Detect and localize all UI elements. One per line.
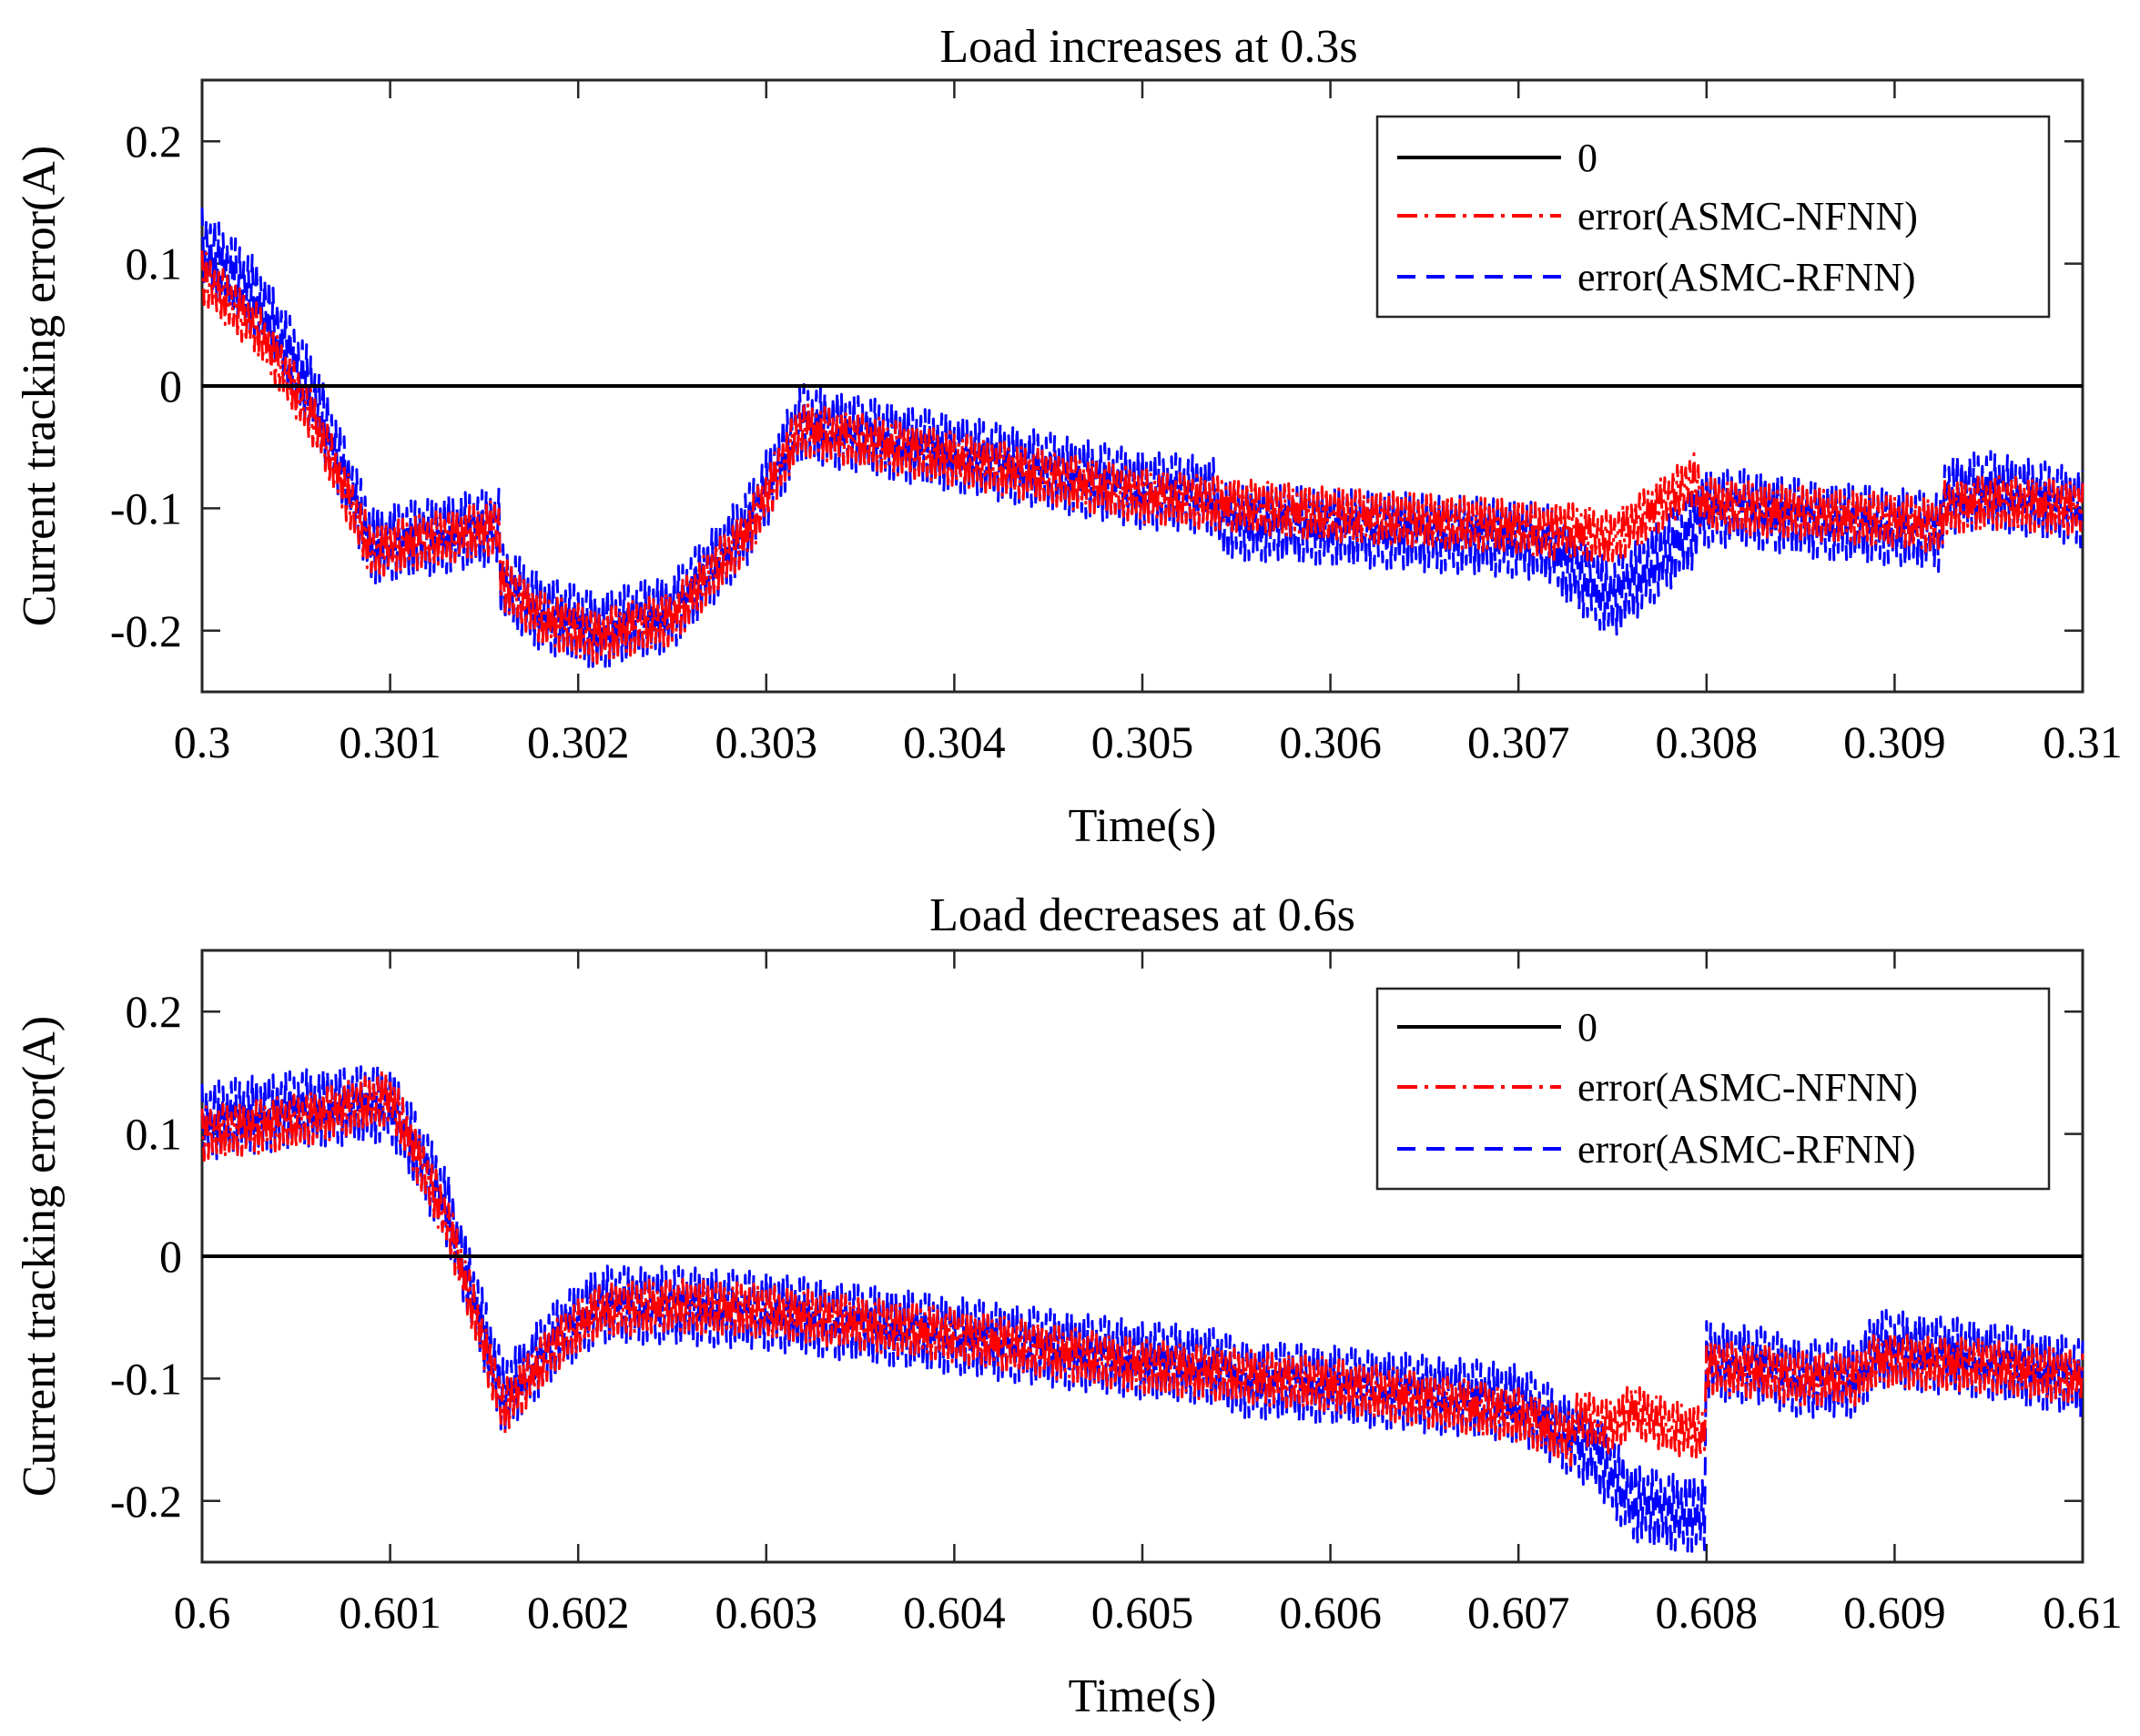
- y-tick-label: 0: [159, 360, 182, 411]
- chart-title: Load increases at 0.3s: [939, 21, 1357, 73]
- legend: 0 error(ASMC-NFNN) error(ASMC-RFNN): [1375, 115, 2051, 319]
- x-tick-label: 0.305: [1091, 716, 1194, 767]
- x-tick-label: 0.606: [1279, 1587, 1382, 1638]
- x-tick-label: 0.603: [715, 1587, 818, 1638]
- series-line-rfnn: [200, 1063, 2084, 1554]
- y-tick-label: 0.1: [126, 1109, 183, 1160]
- y-tick-label: -0.2: [110, 1476, 182, 1527]
- x-tick-label: 0.602: [527, 1587, 630, 1638]
- x-tick-label: 0.6: [174, 1587, 231, 1638]
- legend-label-nfnn: error(ASMC-NFNN): [1577, 194, 1918, 239]
- x-tick-label: 0.3: [174, 716, 231, 767]
- y-tick-label: 0.1: [126, 239, 183, 289]
- x-tick-label: 0.303: [715, 716, 818, 767]
- x-tick-label: 0.609: [1843, 1587, 1946, 1638]
- y-axis-label: Current tracking error(A): [14, 1016, 66, 1497]
- chart-load-increases: Load increases at 0.3s 0.3 0.301 0.302 0.30…: [14, 21, 2123, 852]
- legend-label-nfnn: error(ASMC-NFNN): [1577, 1065, 1918, 1110]
- x-axis-label: Time(s): [1069, 800, 1217, 852]
- x-tick-label: 0.301: [339, 716, 441, 767]
- legend-label-zero: 0: [1577, 136, 1597, 180]
- x-tick-label: 0.302: [527, 716, 630, 767]
- series-layer: [200, 1063, 2084, 1554]
- legend: 0 error(ASMC-NFNN) error(ASMC-RFNN): [1375, 987, 2051, 1191]
- y-tick-label: 0: [159, 1231, 182, 1282]
- y-tick-label: -0.1: [110, 482, 182, 533]
- legend-label-rfnn: error(ASMC-RFNN): [1577, 255, 1916, 299]
- y-tick-labels: 0.2 0.1 0 -0.1 -0.2: [110, 986, 182, 1527]
- y-tick-label: -0.2: [110, 605, 182, 656]
- x-tick-label: 0.605: [1091, 1587, 1194, 1638]
- x-axis-label: Time(s): [1069, 1670, 1217, 1722]
- x-tick-label: 0.306: [1279, 716, 1382, 767]
- y-tick-label: 0.2: [126, 116, 183, 167]
- series-line-nfnn: [200, 1071, 2084, 1467]
- x-tick-label: 0.601: [339, 1587, 441, 1638]
- series-layer: [200, 207, 2084, 668]
- x-tick-label: 0.608: [1656, 1587, 1759, 1638]
- x-tick-label: 0.307: [1467, 716, 1570, 767]
- x-tick-labels: 0.6 0.601 0.602 0.603 0.604 0.605 0.606 0.607 0.…: [174, 1587, 2123, 1638]
- x-tick-label: 0.304: [903, 716, 1006, 767]
- y-tick-label: -0.1: [110, 1353, 182, 1404]
- x-tick-label: 0.604: [903, 1587, 1006, 1638]
- series-line-nfnn: [200, 250, 2084, 665]
- legend-label-zero: 0: [1577, 1005, 1597, 1050]
- y-tick-labels: 0.2 0.1 0 -0.1 -0.2: [110, 116, 182, 656]
- x-tick-label: 0.308: [1656, 716, 1759, 767]
- chart-load-decreases: Load decreases at 0.6s 0.6 0.601 0.602 0.60…: [14, 889, 2123, 1722]
- y-tick-label: 0.2: [126, 986, 183, 1037]
- chart-title: Load decreases at 0.6s: [929, 889, 1355, 941]
- x-tick-labels: 0.3 0.301 0.302 0.303 0.304 0.305 0.306 0.307 0.…: [174, 716, 2123, 767]
- x-tick-label: 0.607: [1467, 1587, 1570, 1638]
- y-axis-label: Current tracking error(A): [14, 146, 66, 626]
- x-tick-label: 0.31: [2043, 716, 2123, 767]
- x-tick-label: 0.61: [2043, 1587, 2123, 1638]
- legend-label-rfnn: error(ASMC-RFNN): [1577, 1127, 1916, 1172]
- x-tick-label: 0.309: [1843, 716, 1946, 767]
